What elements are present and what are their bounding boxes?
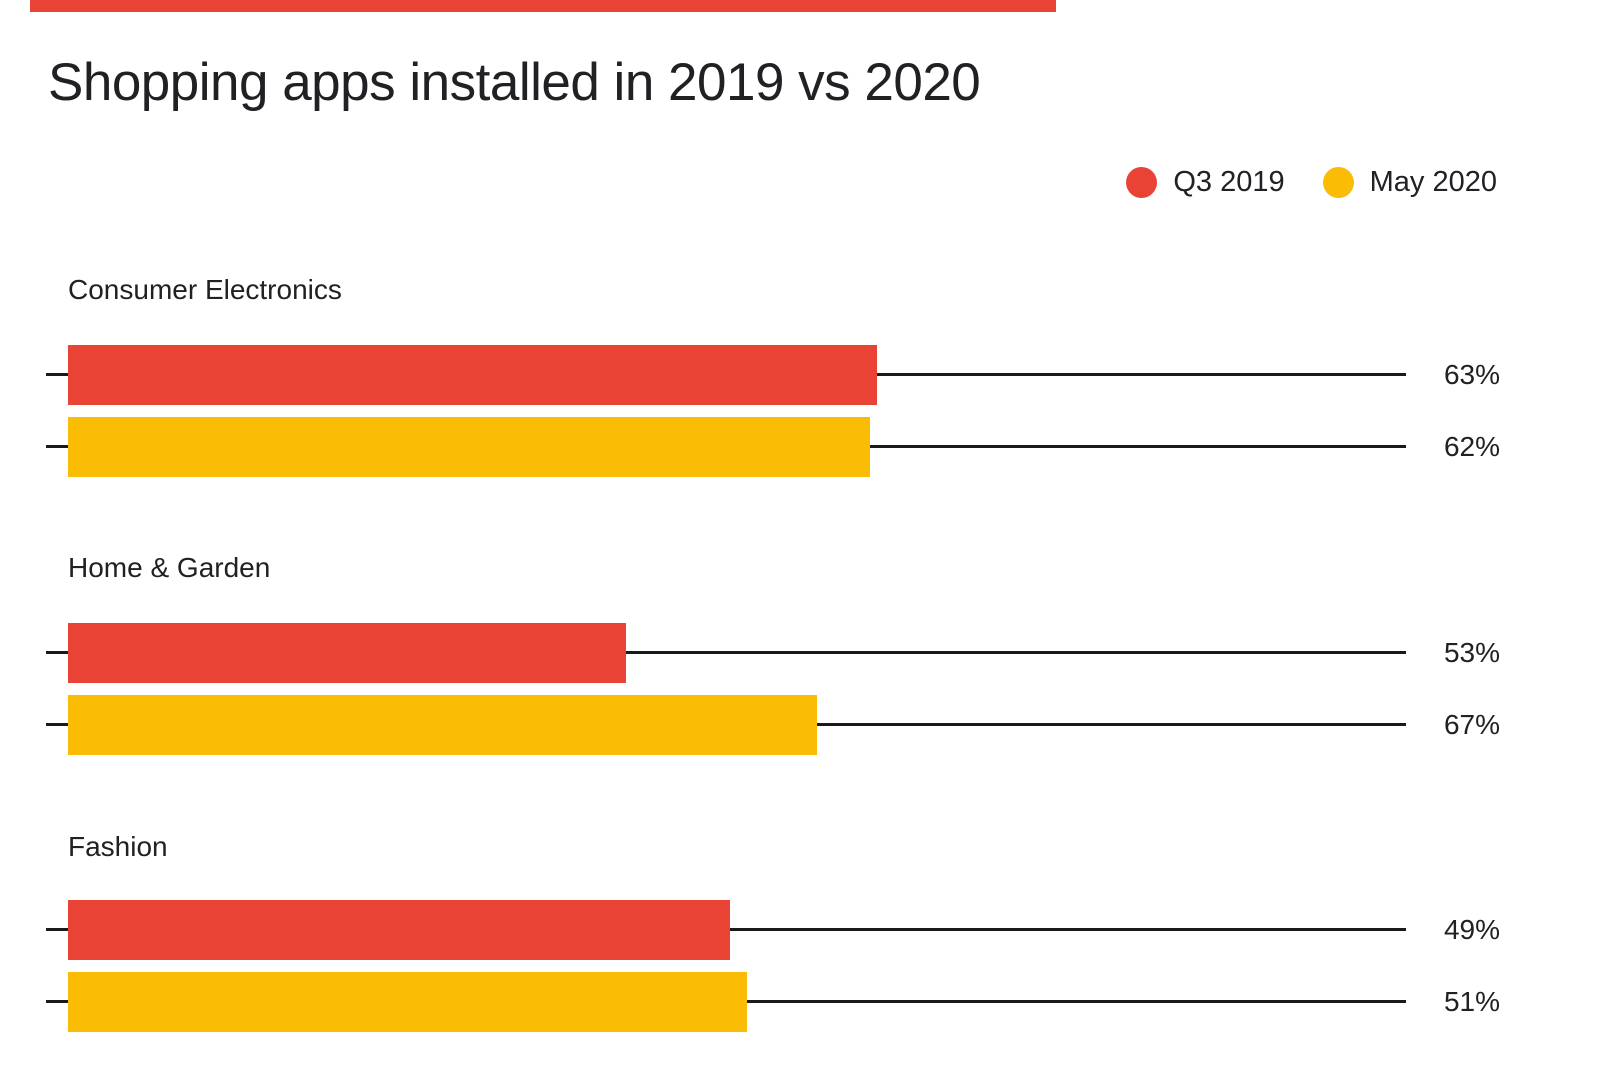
bar-row-home-garden-q3-2019: 53% xyxy=(0,623,1600,683)
value-label: 49% xyxy=(1443,914,1500,945)
bar-row-fashion-q3-2019: 49% xyxy=(0,900,1600,960)
legend-dot-icon xyxy=(1322,166,1354,198)
legend-label: Q3 2019 xyxy=(1173,165,1285,198)
legend-item-may-2020: May 2020 xyxy=(1322,165,1497,199)
bar-q3-2019 xyxy=(68,900,730,960)
legend: Q3 2019 May 2020 xyxy=(1126,160,1497,204)
value-label: 51% xyxy=(1443,986,1500,1017)
bar-row-consumer-electronics-q3-2019: 63% xyxy=(0,345,1600,405)
category-label-fashion: Fashion xyxy=(68,831,168,862)
baseline-rule xyxy=(46,651,1406,654)
legend-label: May 2020 xyxy=(1369,165,1497,198)
bar-may-2020 xyxy=(68,695,817,755)
chart-title: Shopping apps installed in 2019 vs 2020 xyxy=(48,53,981,112)
bar-row-home-garden-may-2020: 67% xyxy=(0,695,1600,755)
value-label: 53% xyxy=(1443,637,1500,668)
bar-may-2020 xyxy=(68,417,870,477)
bar-row-fashion-may-2020: 51% xyxy=(0,972,1600,1032)
legend-dot-icon xyxy=(1126,166,1158,198)
bar-q3-2019 xyxy=(68,345,877,405)
legend-item-q3-2019: Q3 2019 xyxy=(1126,165,1285,199)
category-label-home-garden: Home & Garden xyxy=(68,552,271,583)
value-label: 67% xyxy=(1443,709,1500,740)
top-red-strip xyxy=(30,0,1056,12)
category-label-consumer-electronics: Consumer Electronics xyxy=(68,274,342,305)
value-label: 62% xyxy=(1443,431,1500,462)
bar-may-2020 xyxy=(68,972,747,1032)
value-label: 63% xyxy=(1443,359,1500,390)
bar-row-consumer-electronics-may-2020: 62% xyxy=(0,417,1600,477)
bar-q3-2019 xyxy=(68,623,626,683)
